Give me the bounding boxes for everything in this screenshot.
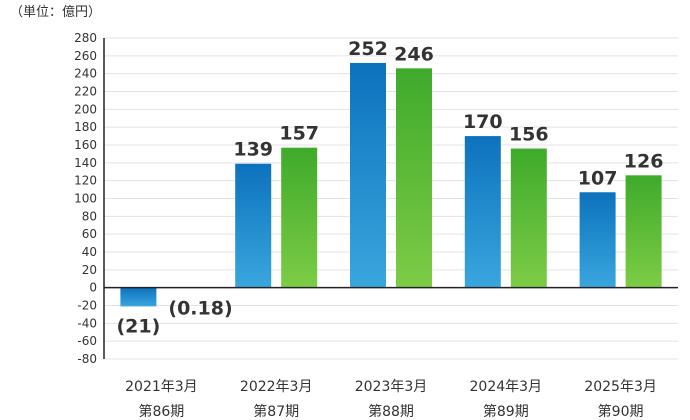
unit-label: （単位：億円） — [10, 4, 101, 20]
y-tick-label: 20 — [82, 263, 97, 277]
x-tick-label-period: 第89期 — [483, 403, 529, 420]
x-tick-label-period: 第90期 — [598, 403, 644, 420]
y-tick-label: 100 — [74, 192, 97, 206]
y-tick-label: 140 — [74, 156, 97, 170]
x-tick-label-date: 2023年3月 — [355, 379, 428, 395]
y-tick-label: 220 — [74, 85, 97, 99]
y-tick-label: 40 — [82, 245, 97, 259]
y-tick-label: 0 — [89, 281, 97, 295]
data-label-series-2-5: 126 — [624, 150, 664, 172]
y-tick-label: 80 — [82, 209, 97, 223]
bar-series-1-5 — [579, 192, 616, 288]
y-tick-label: -80 — [77, 352, 97, 366]
y-tick-label: 240 — [74, 67, 97, 81]
y-tick-label: -60 — [77, 334, 97, 348]
y-tick-label: 180 — [74, 120, 97, 134]
y-tick-label: 160 — [74, 138, 97, 152]
x-tick-label-period: 第88期 — [368, 403, 414, 420]
bar-series-1-4 — [464, 136, 501, 288]
y-axis-ticks: 280260240220200180160140120100806040200-… — [74, 31, 97, 366]
y-tick-label: 60 — [82, 227, 97, 241]
bar-series-2-5 — [625, 175, 662, 288]
x-tick-label-date: 2025年3月 — [584, 379, 657, 395]
bar-series-1-3 — [350, 62, 386, 288]
data-label-series-2-3: 246 — [394, 43, 434, 65]
x-tick-label-period: 第87期 — [253, 403, 299, 420]
data-labels: (21) (0.18) 139 157 252 246 170 156 107 126 — [116, 38, 663, 337]
data-label-series-1-4: 170 — [463, 111, 503, 133]
x-tick-label-date: 2022年3月 — [240, 379, 313, 395]
bar-series-1-2 — [235, 163, 272, 288]
data-label-series-2-2: 157 — [279, 123, 319, 145]
data-label-series-2-4: 156 — [509, 124, 549, 146]
bars — [120, 62, 662, 307]
y-tick-label: -20 — [77, 299, 97, 313]
y-tick-label: 280 — [74, 31, 97, 45]
data-label-series-1-3: 252 — [348, 38, 388, 60]
bar-series-2-4 — [510, 148, 547, 288]
bar-series-2-2 — [281, 147, 318, 288]
bar-series-2-3 — [396, 68, 432, 288]
x-tick-label-period: 第86期 — [138, 403, 184, 420]
axes — [103, 38, 678, 359]
y-tick-label: -40 — [77, 316, 97, 330]
x-tick-label-date: 2024年3月 — [470, 379, 543, 395]
data-label-series-1-5: 107 — [578, 167, 618, 189]
x-tick-label-date: 2021年3月 — [125, 379, 198, 395]
y-tick-label: 200 — [74, 102, 97, 116]
y-tick-label: 260 — [74, 49, 97, 63]
data-label-series-1-2: 139 — [233, 139, 273, 161]
y-tick-label: 120 — [74, 174, 97, 188]
bar-series-1-1 — [120, 287, 157, 307]
data-label-series-2-1: (0.18) — [168, 298, 232, 320]
data-label-series-1-1: (21) — [116, 315, 160, 337]
